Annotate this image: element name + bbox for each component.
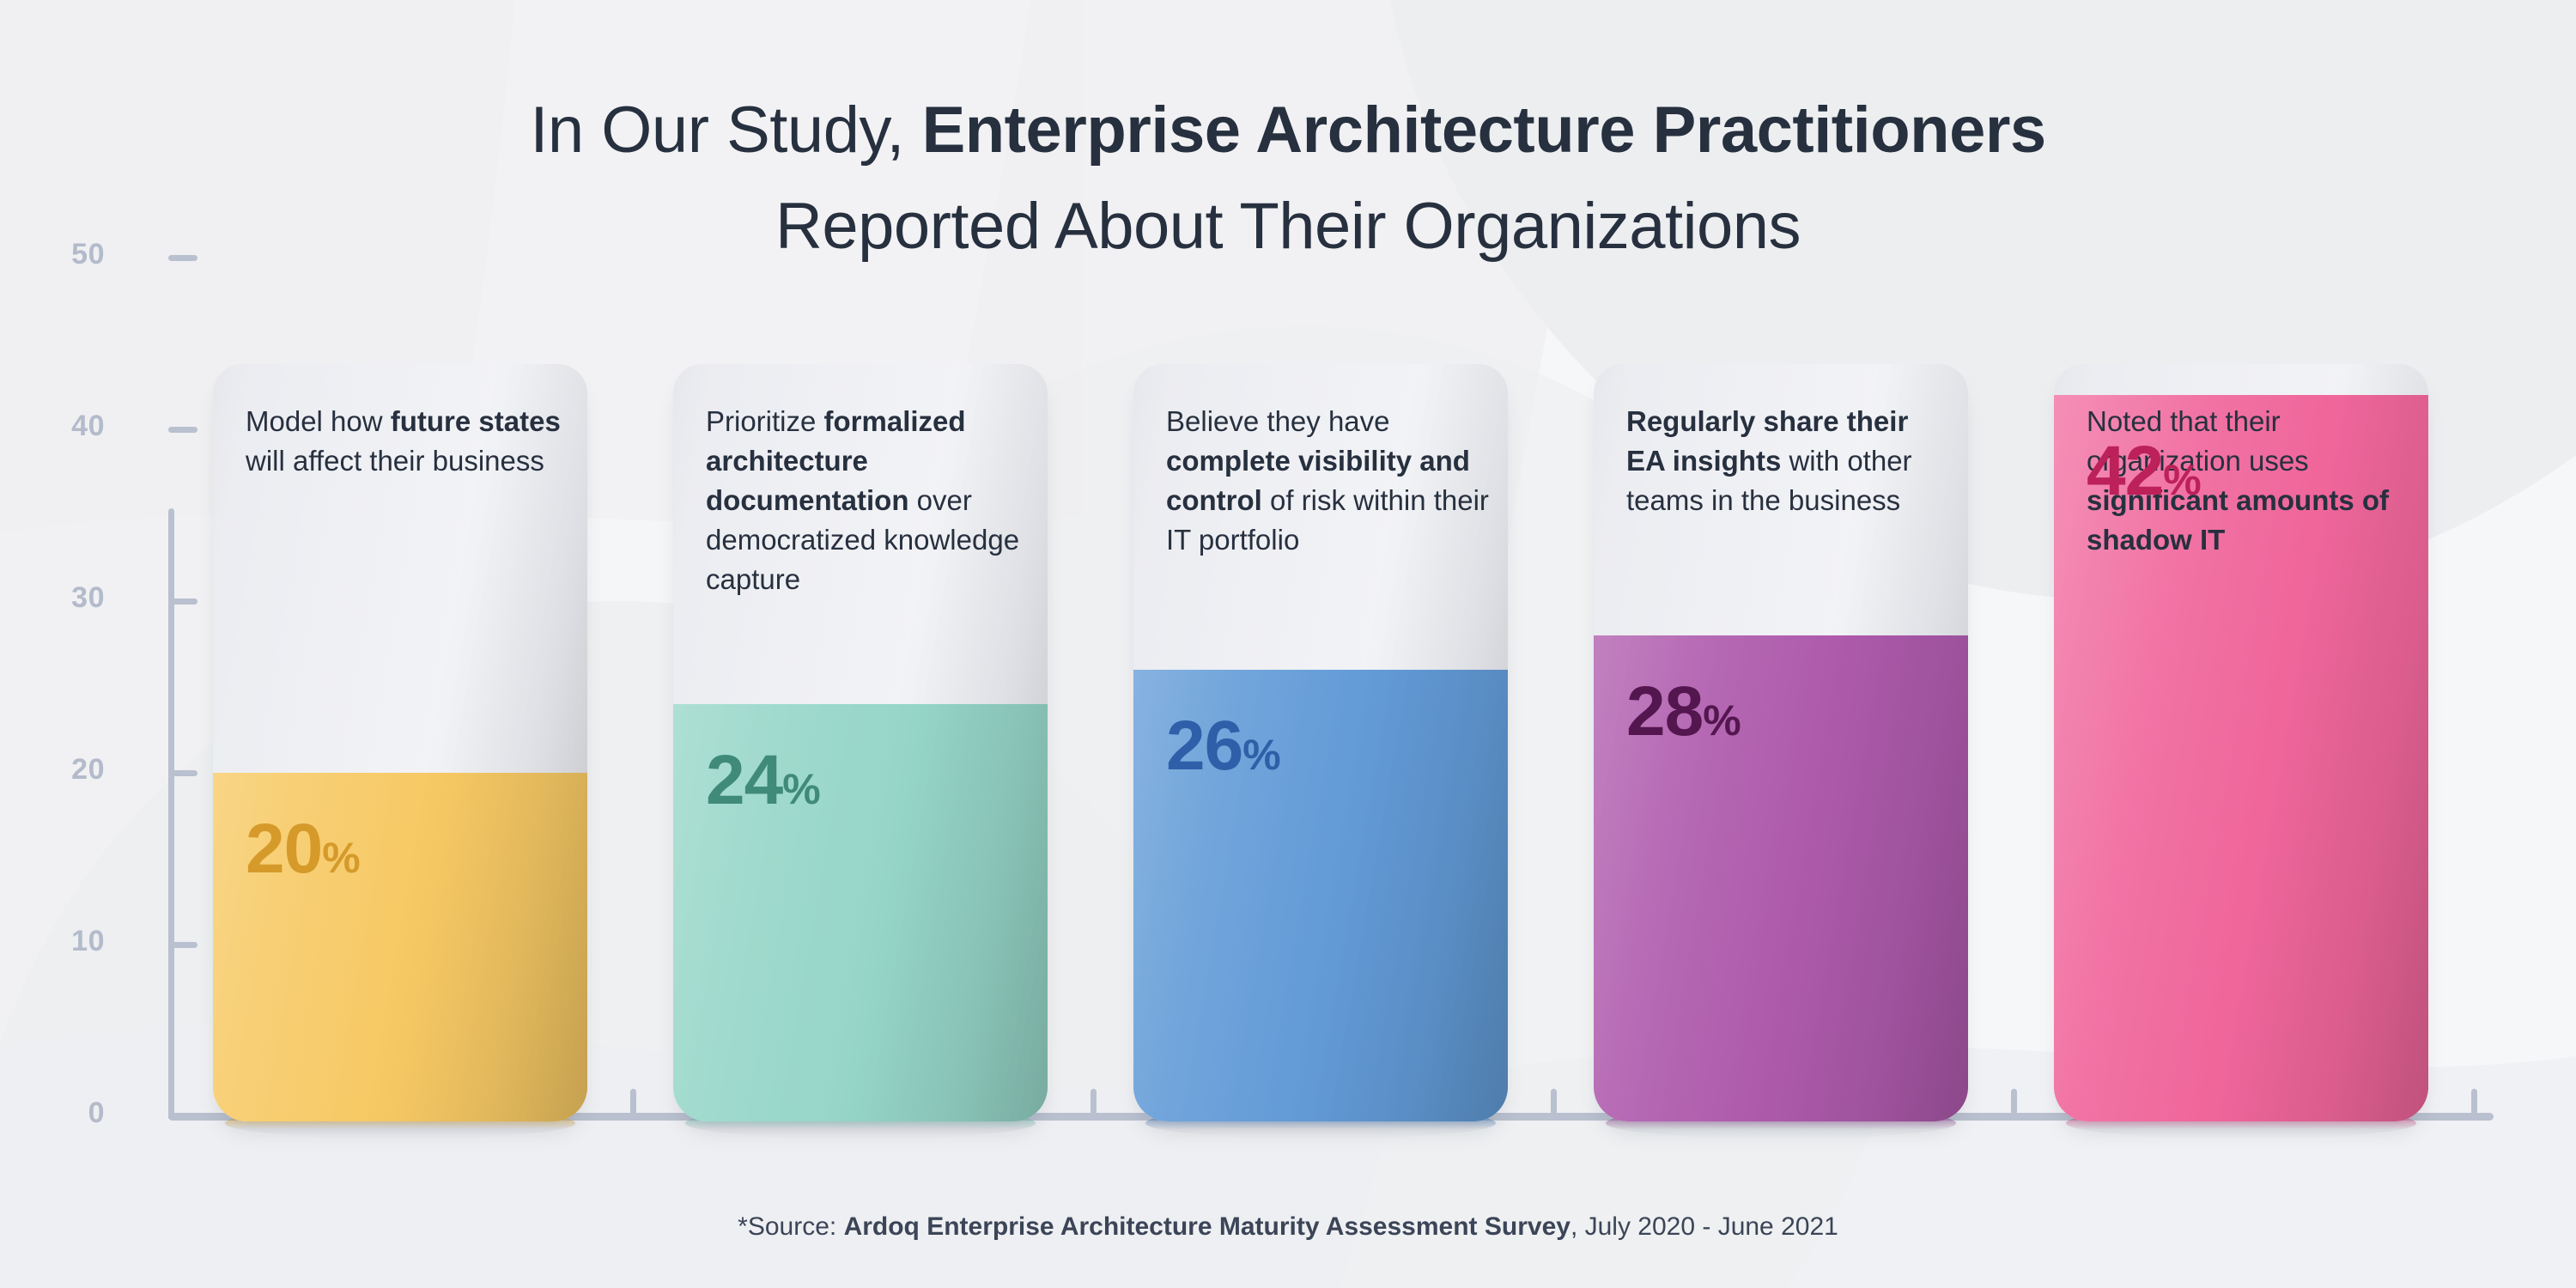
x-axis-tick-3 <box>1551 1089 1557 1115</box>
bar-label-emphasis: significant amounts of shadow IT <box>2087 484 2390 556</box>
bar-fill-3 <box>1133 670 1508 1121</box>
bar-label-1: Model how future states will affect thei… <box>246 402 568 481</box>
source-survey-name: Ardoq Enterprise Architecture Maturity A… <box>843 1212 1571 1241</box>
bar-label-2: Prioritize formalized architecture docum… <box>706 402 1029 599</box>
bar-label-text: Model how <box>246 405 391 437</box>
y-axis-label-0: 0 <box>88 1097 105 1129</box>
bar-3[interactable]: Believe they have complete visibility an… <box>1133 364 1508 1121</box>
bar-fill-5 <box>2054 395 2428 1121</box>
title-line-2: Reported About Their Organizations <box>775 190 1801 263</box>
y-axis-tick-40 <box>168 427 197 433</box>
page-title: In Our Study, Enterprise Architecture Pr… <box>0 82 2576 275</box>
bar-4[interactable]: Regularly share their EA insights with o… <box>1594 364 1968 1121</box>
bar-value-1: 20% <box>246 814 361 893</box>
bar-value-number: 26 <box>1166 707 1243 785</box>
title-bold: Enterprise Architecture Practitioners <box>921 94 2047 167</box>
bar-value-2: 24% <box>706 745 821 824</box>
bar-label-3: Believe they have complete visibility an… <box>1166 402 1489 560</box>
bar-value-number: 28 <box>1626 672 1704 750</box>
bar-value-4: 28% <box>1626 677 1741 756</box>
y-axis-tick-30 <box>168 598 197 605</box>
x-axis-tick-4 <box>2011 1089 2017 1115</box>
y-axis-line <box>168 508 174 1120</box>
bar-label-emphasis: Regularly share their EA insights <box>1626 405 1909 477</box>
source-prefix: *Source: <box>738 1212 844 1241</box>
bar-value-percent-sign: % <box>322 834 361 882</box>
x-axis-tick-1 <box>630 1089 636 1115</box>
bar-label-text: with other teams in the business <box>1626 445 1912 516</box>
y-axis-tick-20 <box>168 770 197 776</box>
x-axis-tick-5 <box>2471 1089 2477 1115</box>
y-axis-label-20: 20 <box>71 753 105 786</box>
bar-label-text: Noted that their organization uses <box>2087 405 2309 477</box>
bar-fill-1 <box>213 773 587 1121</box>
bar-label-text: Believe they have <box>1166 405 1390 437</box>
bar-fill-2 <box>673 704 1048 1121</box>
bar-label-text: will affect their business <box>246 445 544 477</box>
source-date-range: , July 2020 - June 2021 <box>1570 1212 1838 1241</box>
y-axis-tick-50 <box>168 255 197 261</box>
bar-label-text: over democratized knowledge capture <box>706 484 1020 595</box>
source-note: *Source: Ardoq Enterprise Architecture M… <box>0 1212 2576 1242</box>
bar-value-3: 26% <box>1166 711 1281 790</box>
y-axis-label-40: 40 <box>71 410 105 442</box>
bar-2[interactable]: Prioritize formalized architecture docum… <box>673 364 1048 1121</box>
title-line-1: In Our Study, Enterprise Architecture Pr… <box>0 82 2576 179</box>
bar-value-number: 24 <box>706 741 783 819</box>
bar-label-text: Prioritize <box>706 405 824 437</box>
y-axis-label-50: 50 <box>71 238 105 270</box>
bar-1[interactable]: Model how future states will affect thei… <box>213 364 587 1121</box>
bar-value-percent-sign: % <box>2163 456 2202 504</box>
bar-label-emphasis: formalized architecture documentation <box>706 405 966 516</box>
bar-value-percent-sign: % <box>1703 696 1741 744</box>
y-axis-tick-10 <box>168 942 197 948</box>
y-axis-label-30: 30 <box>71 581 105 614</box>
y-axis-label-10: 10 <box>71 925 105 957</box>
bar-label-5: Noted that their organization uses signi… <box>2087 402 2409 560</box>
bar-value-5: 42% <box>2087 436 2202 515</box>
bar-fill-4 <box>1594 635 1968 1121</box>
bar-label-4: Regularly share their EA insights with o… <box>1626 402 1949 520</box>
bar-value-percent-sign: % <box>1242 731 1281 779</box>
bar-5[interactable]: Noted that their organization uses signi… <box>2054 364 2428 1121</box>
bar-value-percent-sign: % <box>782 765 821 813</box>
bar-label-emphasis: complete visibility and control <box>1166 445 1470 516</box>
bar-label-text: of risk within their IT portfolio <box>1166 484 1489 556</box>
x-axis-tick-2 <box>1091 1089 1097 1115</box>
bar-value-number: 42 <box>2087 432 2164 510</box>
bar-value-number: 20 <box>246 810 323 888</box>
bar-label-emphasis: future states <box>390 405 561 437</box>
title-plain: In Our Study, <box>530 94 922 167</box>
y-axis-tick-0 <box>168 1114 197 1120</box>
